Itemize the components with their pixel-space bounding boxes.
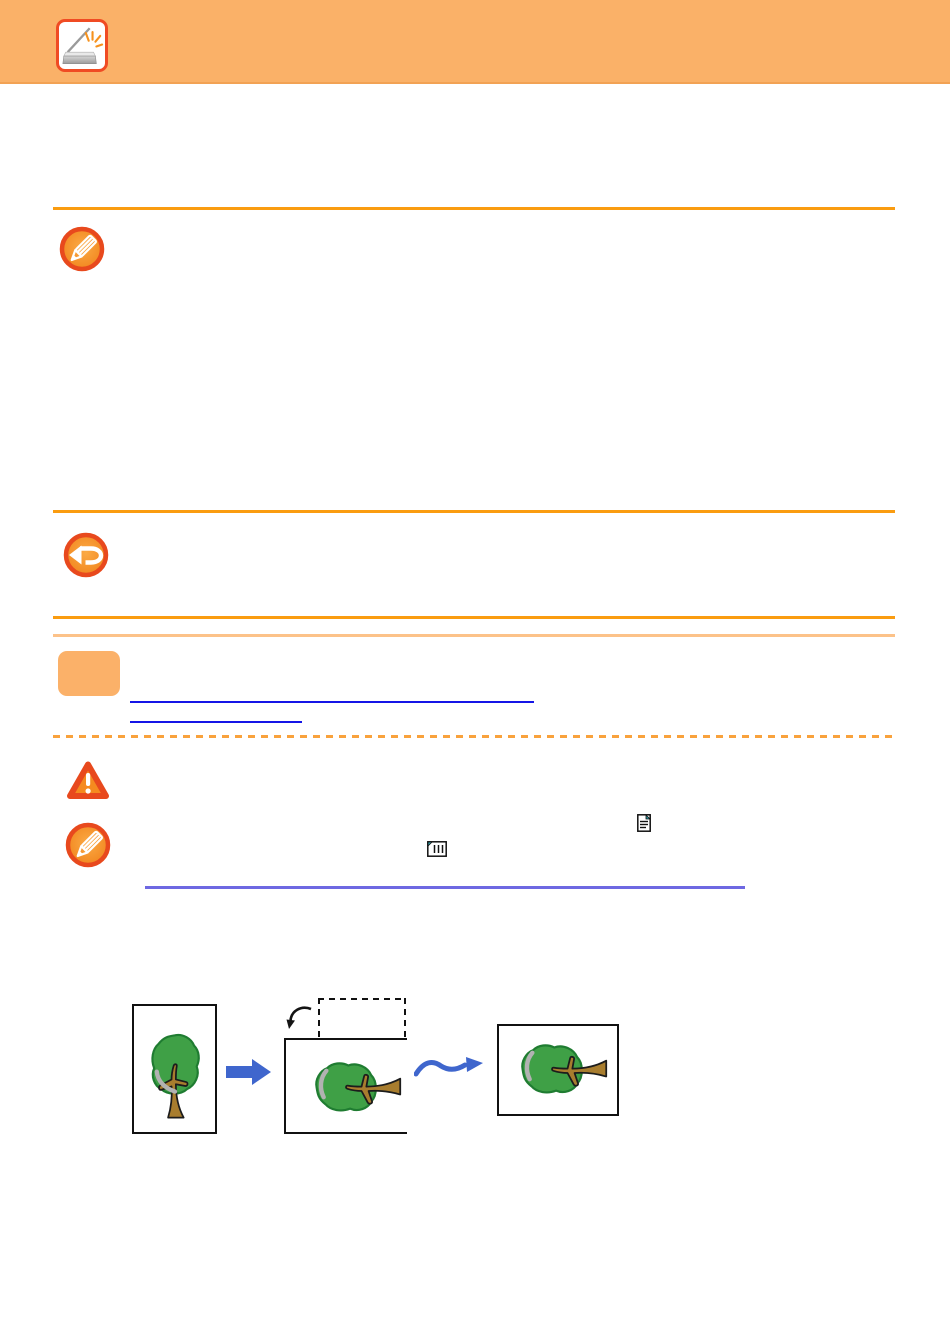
- section-divider: [53, 510, 895, 513]
- warning-icon: [66, 760, 110, 800]
- reference-link-2[interactable]: [130, 705, 302, 723]
- tree-image-rotated: [521, 1044, 608, 1094]
- tree-image-rotated: [315, 1062, 402, 1112]
- transform-arrow-icon: [226, 1058, 272, 1086]
- section-divider-light: [53, 634, 895, 637]
- reference-link-1[interactable]: [130, 685, 534, 703]
- rotate-counterclockwise-icon: [286, 1004, 314, 1033]
- dashed-divider: [53, 735, 895, 738]
- page-header: [0, 0, 950, 84]
- reference-link-3[interactable]: [145, 871, 745, 889]
- original-page-figure: [132, 1004, 217, 1134]
- step-number-badge: [58, 651, 120, 696]
- scanner-icon: [56, 19, 108, 72]
- note-pencil-icon: [58, 225, 106, 273]
- original-orientation-outline: [318, 998, 320, 1040]
- section-divider: [53, 616, 895, 619]
- tree-image: [151, 1033, 200, 1119]
- result-page-figure: [497, 1024, 619, 1116]
- send-arrow-icon: [414, 1055, 488, 1082]
- section-divider: [53, 207, 895, 210]
- landscape-document-icon: [427, 841, 447, 857]
- portrait-document-icon: [637, 814, 651, 832]
- rotated-scan-figure: [284, 1038, 407, 1134]
- original-orientation-outline: [318, 998, 406, 1000]
- revert-arrow-icon: [62, 531, 110, 579]
- note-pencil-icon: [64, 821, 112, 869]
